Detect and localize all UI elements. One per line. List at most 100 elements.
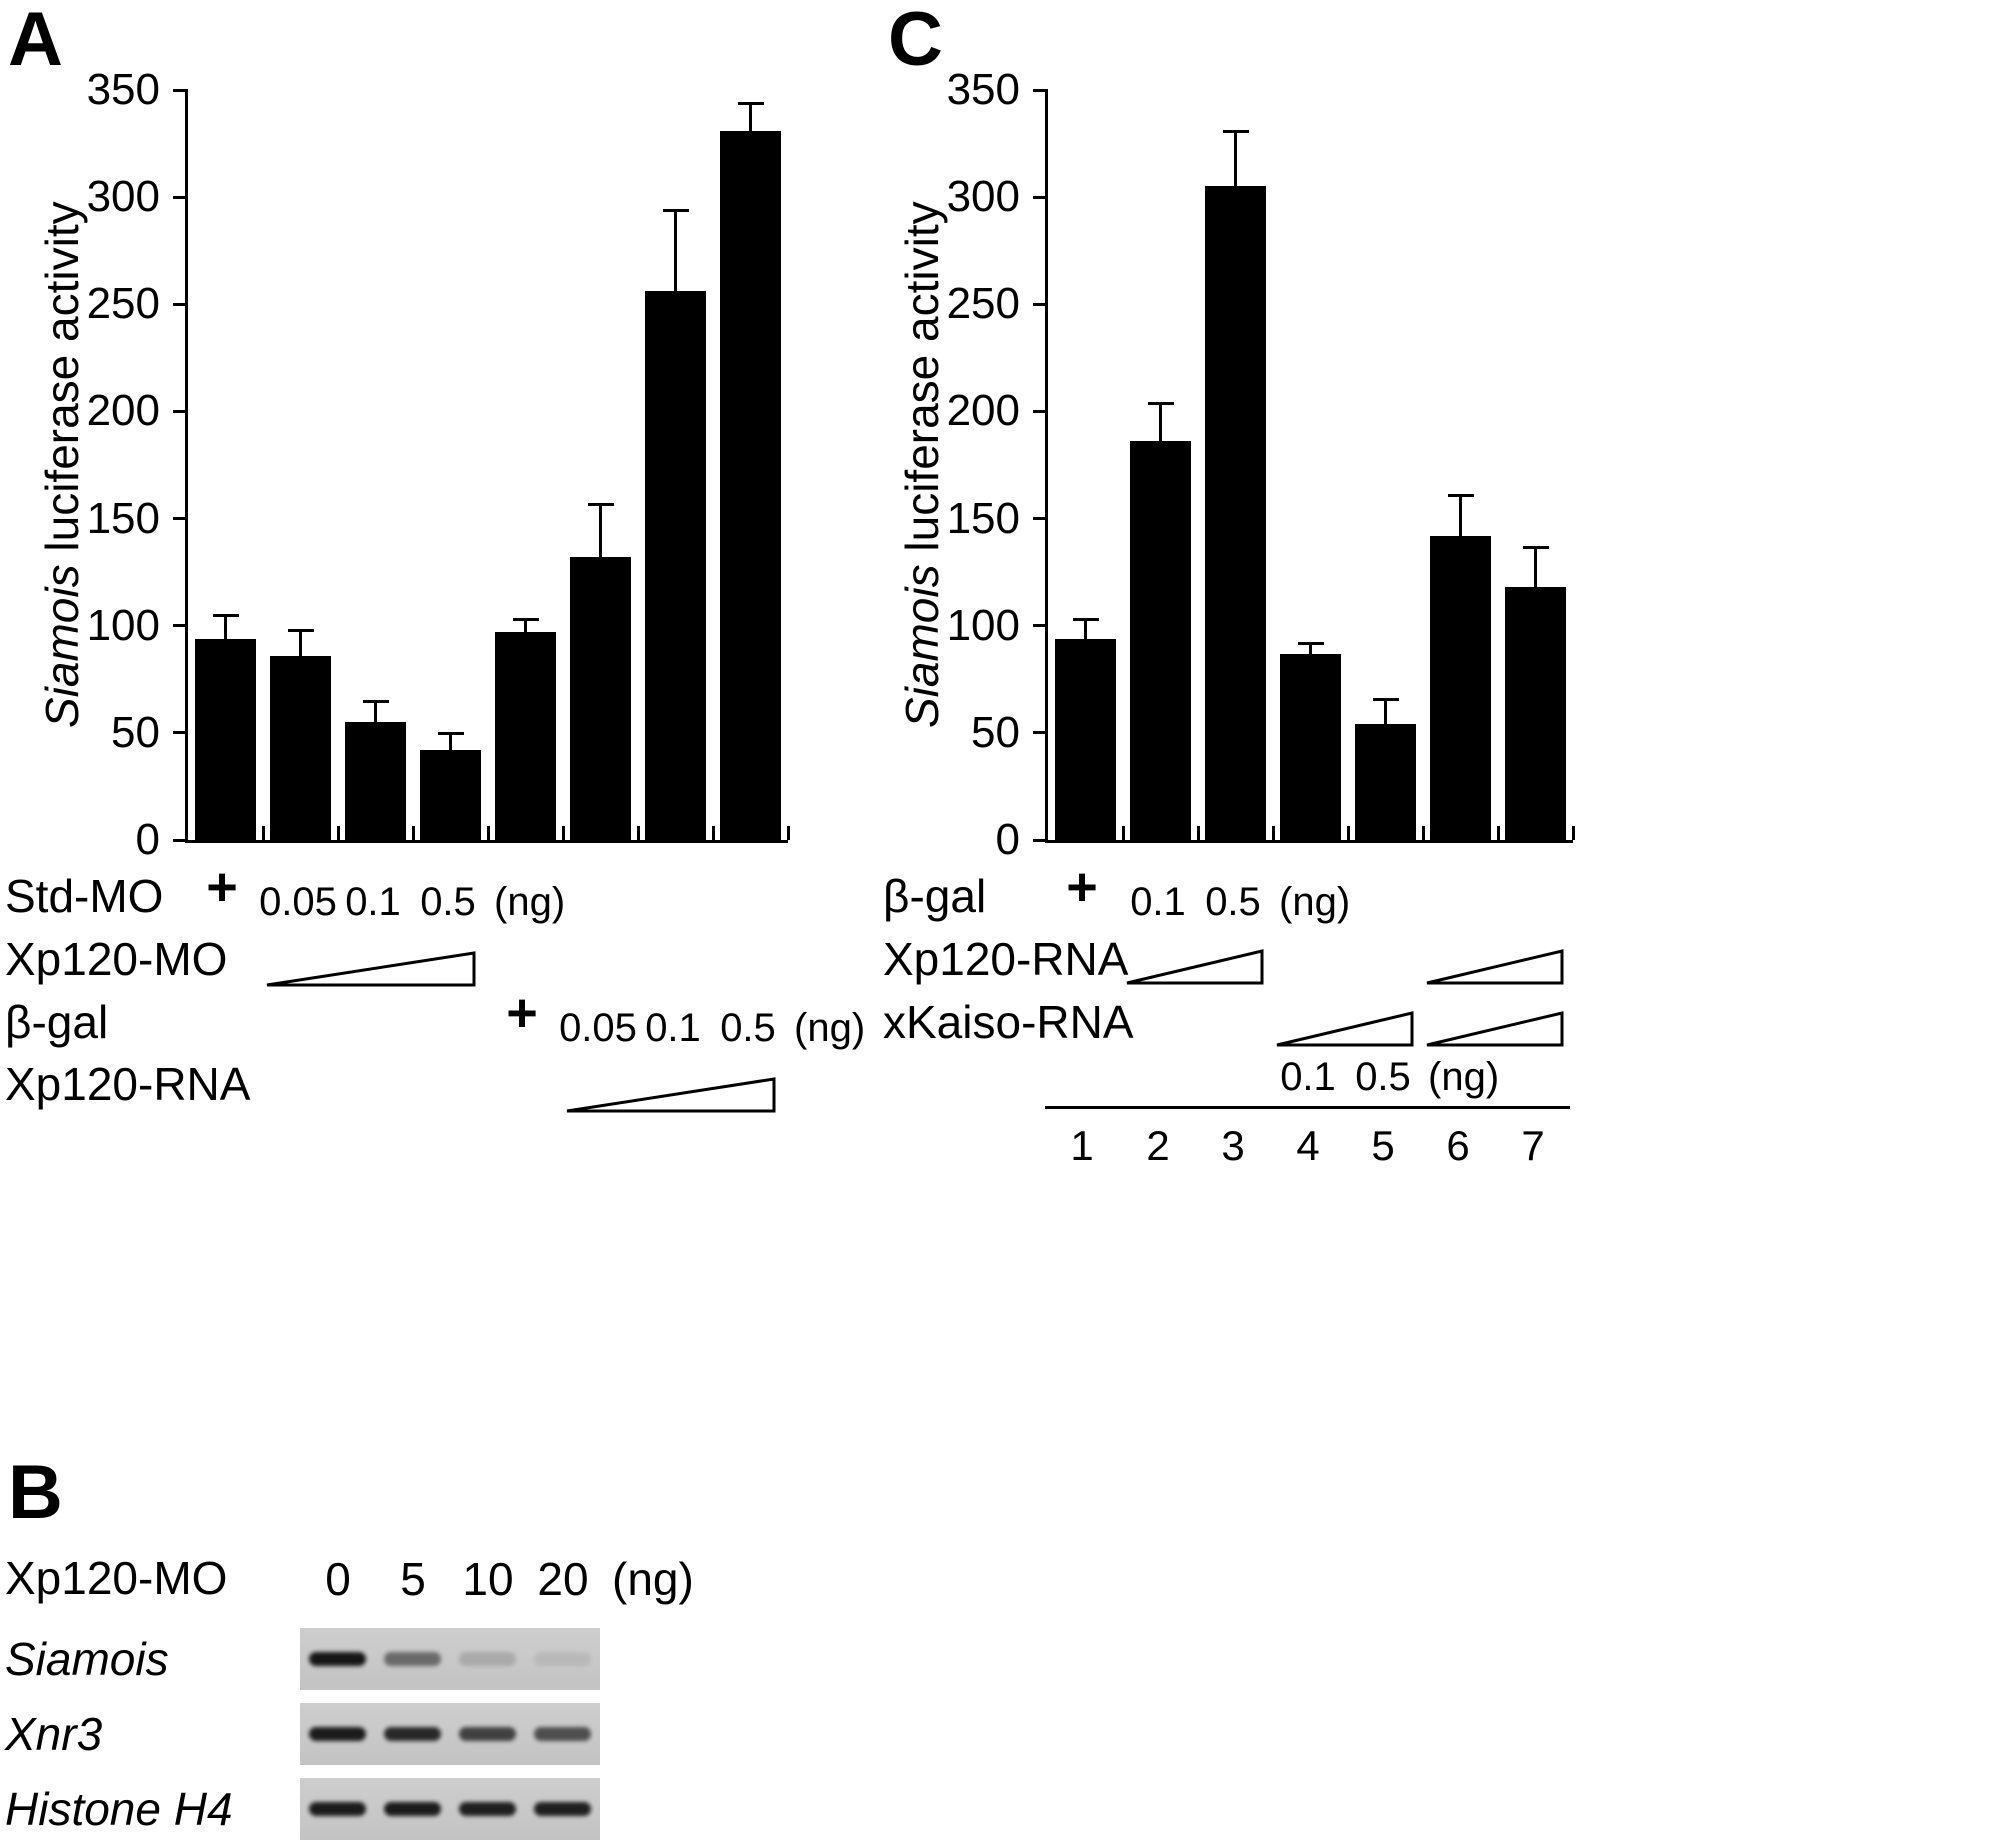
panel-a-bgal-plus: + xyxy=(506,983,538,1043)
error-bar xyxy=(1534,548,1537,590)
error-bar xyxy=(674,212,677,294)
x-axis-tick xyxy=(486,826,490,840)
bar xyxy=(645,291,706,840)
x-axis-tick xyxy=(1346,826,1350,840)
error-bar-cap xyxy=(1522,545,1549,549)
x-axis-tick xyxy=(1421,826,1425,840)
bar xyxy=(1430,535,1491,840)
gel-strip-xnr3 xyxy=(300,1703,600,1765)
y-axis-tick xyxy=(173,838,188,842)
panel-a-letter: A xyxy=(8,0,63,82)
panel-c-xp120rna-label: Xp120-RNA xyxy=(883,933,1129,985)
bar xyxy=(720,130,781,840)
error-bar-cap xyxy=(362,699,389,703)
y-axis-tick xyxy=(173,624,188,628)
panel-c-top-unit: (ng) xyxy=(1279,880,1351,924)
error-bar-cap xyxy=(287,629,314,633)
y-axis-tick-label: 50 xyxy=(111,707,160,757)
y-axis-tick xyxy=(1033,731,1048,735)
y-axis-tick-label: 350 xyxy=(86,65,160,114)
y-axis-tick-label: 250 xyxy=(86,279,160,329)
gel-band xyxy=(384,1652,441,1666)
panel-a-rna-dose-1: 0.05 xyxy=(559,1006,637,1050)
panel-a-bar-chart: 0 50 100 150 200 250 300 350 xyxy=(85,65,805,870)
y-axis-tick xyxy=(1033,302,1048,306)
gel-band xyxy=(459,1727,516,1741)
error-bar-cap xyxy=(1147,402,1174,405)
x-axis-tick xyxy=(711,826,715,840)
error-bar-cap xyxy=(737,102,764,105)
y-axis-tick-label: 350 xyxy=(946,65,1020,114)
panel-b-unit: (ng) xyxy=(612,1553,694,1605)
xp120rna-dose-ramp-right-icon xyxy=(1426,949,1564,985)
panel-b-letter: B xyxy=(8,1450,63,1535)
lane-number-2: 2 xyxy=(1146,1122,1170,1169)
panel-c-bgal-plus: + xyxy=(1066,857,1098,917)
bar xyxy=(495,632,556,840)
panel-a-stdmo-plus: + xyxy=(206,857,238,917)
bar xyxy=(420,750,481,840)
error-bar-cap xyxy=(1072,618,1099,622)
panel-c-lane-rule xyxy=(1045,1106,1570,1109)
bar xyxy=(195,638,256,840)
error-bar-cap xyxy=(212,614,239,618)
error-bar-cap xyxy=(1447,494,1474,498)
bar xyxy=(1280,653,1341,840)
y-axis-tick xyxy=(1033,838,1048,842)
y-axis-tick xyxy=(1033,195,1048,199)
bar xyxy=(1205,186,1266,840)
y-axis-tick xyxy=(173,517,188,521)
error-bar xyxy=(449,735,452,752)
panel-a-rna-unit: (ng) xyxy=(794,1006,866,1050)
y-axis-tick-label: 100 xyxy=(946,600,1020,650)
bar xyxy=(570,557,631,840)
panel-b-dose-1: 0 xyxy=(325,1553,351,1605)
y-axis-tick-label: 0 xyxy=(135,815,160,864)
x-axis-tick xyxy=(636,826,640,840)
y-axis-tick xyxy=(1033,517,1048,521)
panel-a-xp120mo-label: Xp120-MO xyxy=(5,933,228,985)
lane-number-3: 3 xyxy=(1221,1122,1245,1169)
error-bar xyxy=(1084,621,1087,641)
xp120rna-dose-ramp-left-icon xyxy=(1126,949,1264,985)
panel-a-stdmo-label: Std-MO xyxy=(5,870,164,922)
panel-a-mo-dose-2: 0.1 xyxy=(345,880,401,924)
error-bar xyxy=(524,621,527,635)
error-bar-cap xyxy=(587,502,614,506)
x-axis-tick xyxy=(1271,826,1275,840)
x-axis-tick xyxy=(1196,826,1200,840)
panel-b-dose-4: 20 xyxy=(537,1553,589,1605)
error-bar-cap xyxy=(662,209,689,213)
y-axis-tick xyxy=(173,731,188,735)
gel-band xyxy=(534,1727,591,1741)
x-axis-tick xyxy=(561,826,565,840)
gel-band xyxy=(309,1727,366,1741)
error-bar xyxy=(374,702,377,725)
error-bar xyxy=(299,632,302,658)
panel-c-bottom-dose-1: 0.1 xyxy=(1280,1055,1336,1099)
gel-band xyxy=(384,1802,441,1816)
x-axis-tick xyxy=(1571,826,1575,840)
error-bar-cap xyxy=(1372,697,1399,701)
xp120mo-dose-ramp-icon xyxy=(266,951,476,987)
error-bar xyxy=(599,505,602,560)
y-axis-tick-label: 200 xyxy=(946,386,1020,436)
bar xyxy=(1055,638,1116,840)
y-axis-tick xyxy=(1033,624,1048,628)
bar xyxy=(1130,441,1191,840)
panel-a-rna-dose-2: 0.1 xyxy=(645,1006,701,1050)
bar xyxy=(270,655,331,840)
y-axis-tick-label: 200 xyxy=(86,386,160,436)
panel-c-letter: C xyxy=(888,0,943,82)
x-axis-tick xyxy=(1121,826,1125,840)
panel-c-bar-chart: 0 50 100 150 200 250 300 350 xyxy=(940,65,1590,870)
error-bar xyxy=(1384,700,1387,727)
x-axis-tick xyxy=(786,826,790,840)
error-bar xyxy=(1159,405,1162,444)
xkaiso-dose-ramp-left-icon xyxy=(1276,1011,1414,1047)
panel-b-dose-2: 5 xyxy=(400,1553,426,1605)
panel-a-xp120rna-label: Xp120-RNA xyxy=(5,1058,251,1110)
y-axis-tick xyxy=(173,195,188,199)
y-axis-tick-label: 150 xyxy=(86,493,160,543)
